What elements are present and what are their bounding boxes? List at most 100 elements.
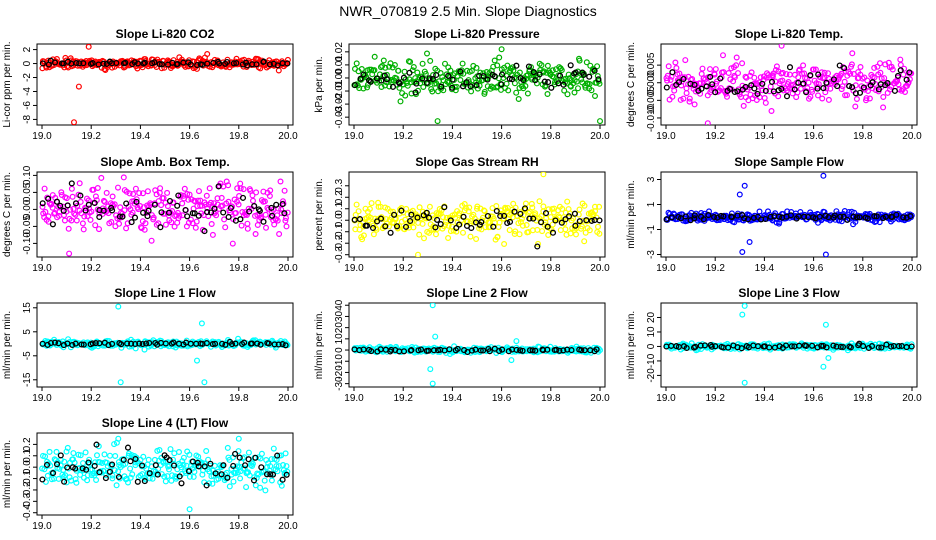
data-point bbox=[237, 475, 244, 482]
data-point bbox=[45, 218, 52, 225]
reference-point bbox=[131, 59, 138, 66]
reference-point bbox=[423, 209, 430, 216]
reference-point bbox=[836, 62, 843, 69]
y-tick-label: 0.1 bbox=[22, 448, 33, 462]
reference-point bbox=[460, 213, 467, 220]
outlier-point bbox=[739, 311, 746, 318]
data-point bbox=[733, 54, 740, 61]
data-point bbox=[226, 483, 233, 490]
reference-point bbox=[260, 58, 267, 65]
reference-point bbox=[441, 204, 448, 211]
data-point bbox=[855, 74, 862, 81]
panel-title: Slope Line 2 Flow bbox=[426, 286, 528, 300]
reference-point bbox=[521, 205, 529, 212]
reference-point bbox=[151, 201, 158, 208]
reference-point bbox=[486, 348, 493, 355]
reference-point bbox=[245, 456, 252, 463]
data-point bbox=[686, 95, 693, 102]
data-point bbox=[825, 96, 832, 103]
data-point bbox=[387, 208, 394, 215]
data-point bbox=[762, 99, 769, 106]
plot-frame bbox=[36, 171, 294, 258]
data-point bbox=[67, 206, 74, 213]
data-point bbox=[878, 75, 885, 82]
x-tick-label: 19.4 bbox=[755, 131, 775, 142]
data-point bbox=[225, 182, 232, 189]
reference-point bbox=[538, 219, 545, 226]
data-point bbox=[493, 84, 500, 91]
reference-point bbox=[233, 59, 240, 67]
data-point bbox=[706, 66, 713, 73]
data-point bbox=[442, 60, 449, 67]
reference-point bbox=[279, 341, 286, 348]
reference-point bbox=[576, 218, 583, 225]
y-tick-label: -0.3 bbox=[22, 492, 33, 510]
data-point bbox=[127, 465, 134, 472]
data-point bbox=[109, 193, 116, 200]
data-point bbox=[141, 226, 148, 233]
reference-point bbox=[504, 219, 511, 227]
reference-point bbox=[232, 450, 239, 457]
reference-point bbox=[39, 476, 46, 483]
y-tick-label: -0.3 bbox=[334, 246, 345, 264]
data-point bbox=[284, 209, 291, 216]
reference-point bbox=[154, 471, 161, 478]
reference-point bbox=[549, 229, 557, 236]
y-tick-label: -30 bbox=[334, 376, 345, 391]
reference-point bbox=[408, 211, 415, 218]
data-point bbox=[144, 188, 151, 195]
y-tick-label: -0.1 bbox=[334, 223, 345, 241]
reference-point bbox=[820, 342, 827, 349]
reference-point bbox=[389, 83, 397, 90]
reference-point bbox=[856, 89, 864, 96]
reference-point bbox=[274, 452, 281, 459]
data-point bbox=[733, 62, 740, 69]
reference-point bbox=[387, 229, 394, 236]
x-tick-label: 19.2 bbox=[81, 393, 101, 404]
x-tick-label: 19.4 bbox=[443, 393, 463, 404]
y-tick-label: 0.005 bbox=[646, 52, 657, 77]
reference-point bbox=[860, 343, 867, 350]
x-tick-label: 19.8 bbox=[229, 263, 249, 274]
data-point bbox=[94, 185, 101, 192]
data-point bbox=[58, 189, 65, 196]
reference-point bbox=[417, 346, 425, 353]
reference-point bbox=[517, 347, 524, 354]
data-point bbox=[230, 478, 237, 485]
data-points bbox=[39, 44, 291, 125]
reference-point bbox=[382, 223, 389, 230]
outlier-point bbox=[415, 251, 421, 257]
reference-point bbox=[140, 209, 147, 216]
data-point bbox=[72, 476, 79, 483]
panel-6: Slope Sample Flow 19.0 19.2 19.4 19.6 19.8 20.… bbox=[626, 155, 922, 274]
reference-point bbox=[128, 219, 135, 226]
reference-point bbox=[445, 72, 452, 79]
data-point bbox=[827, 85, 834, 92]
y-tick-label: -10 bbox=[646, 353, 657, 368]
reference-point bbox=[250, 477, 258, 484]
outlier-point bbox=[508, 357, 515, 364]
reference-point bbox=[846, 83, 853, 90]
data-point bbox=[249, 192, 256, 199]
reference-point bbox=[809, 342, 816, 349]
reference-point bbox=[82, 207, 89, 214]
data-point bbox=[529, 204, 536, 211]
data-point bbox=[512, 228, 519, 235]
reference-point bbox=[496, 347, 503, 355]
data-point bbox=[252, 231, 259, 238]
data-point bbox=[198, 459, 205, 466]
data-point bbox=[181, 185, 188, 192]
data-point bbox=[445, 235, 452, 242]
data-point bbox=[908, 341, 915, 348]
reference-point bbox=[201, 228, 208, 235]
data-point bbox=[525, 209, 532, 216]
reference-point bbox=[823, 79, 830, 86]
x-tick-label: 19.2 bbox=[393, 393, 413, 404]
reference-point bbox=[484, 76, 491, 83]
data-point bbox=[407, 58, 414, 65]
reference-point bbox=[45, 195, 52, 202]
data-point bbox=[748, 69, 755, 76]
data-point bbox=[847, 70, 854, 77]
data-point bbox=[53, 448, 60, 455]
reference-point bbox=[408, 347, 415, 354]
